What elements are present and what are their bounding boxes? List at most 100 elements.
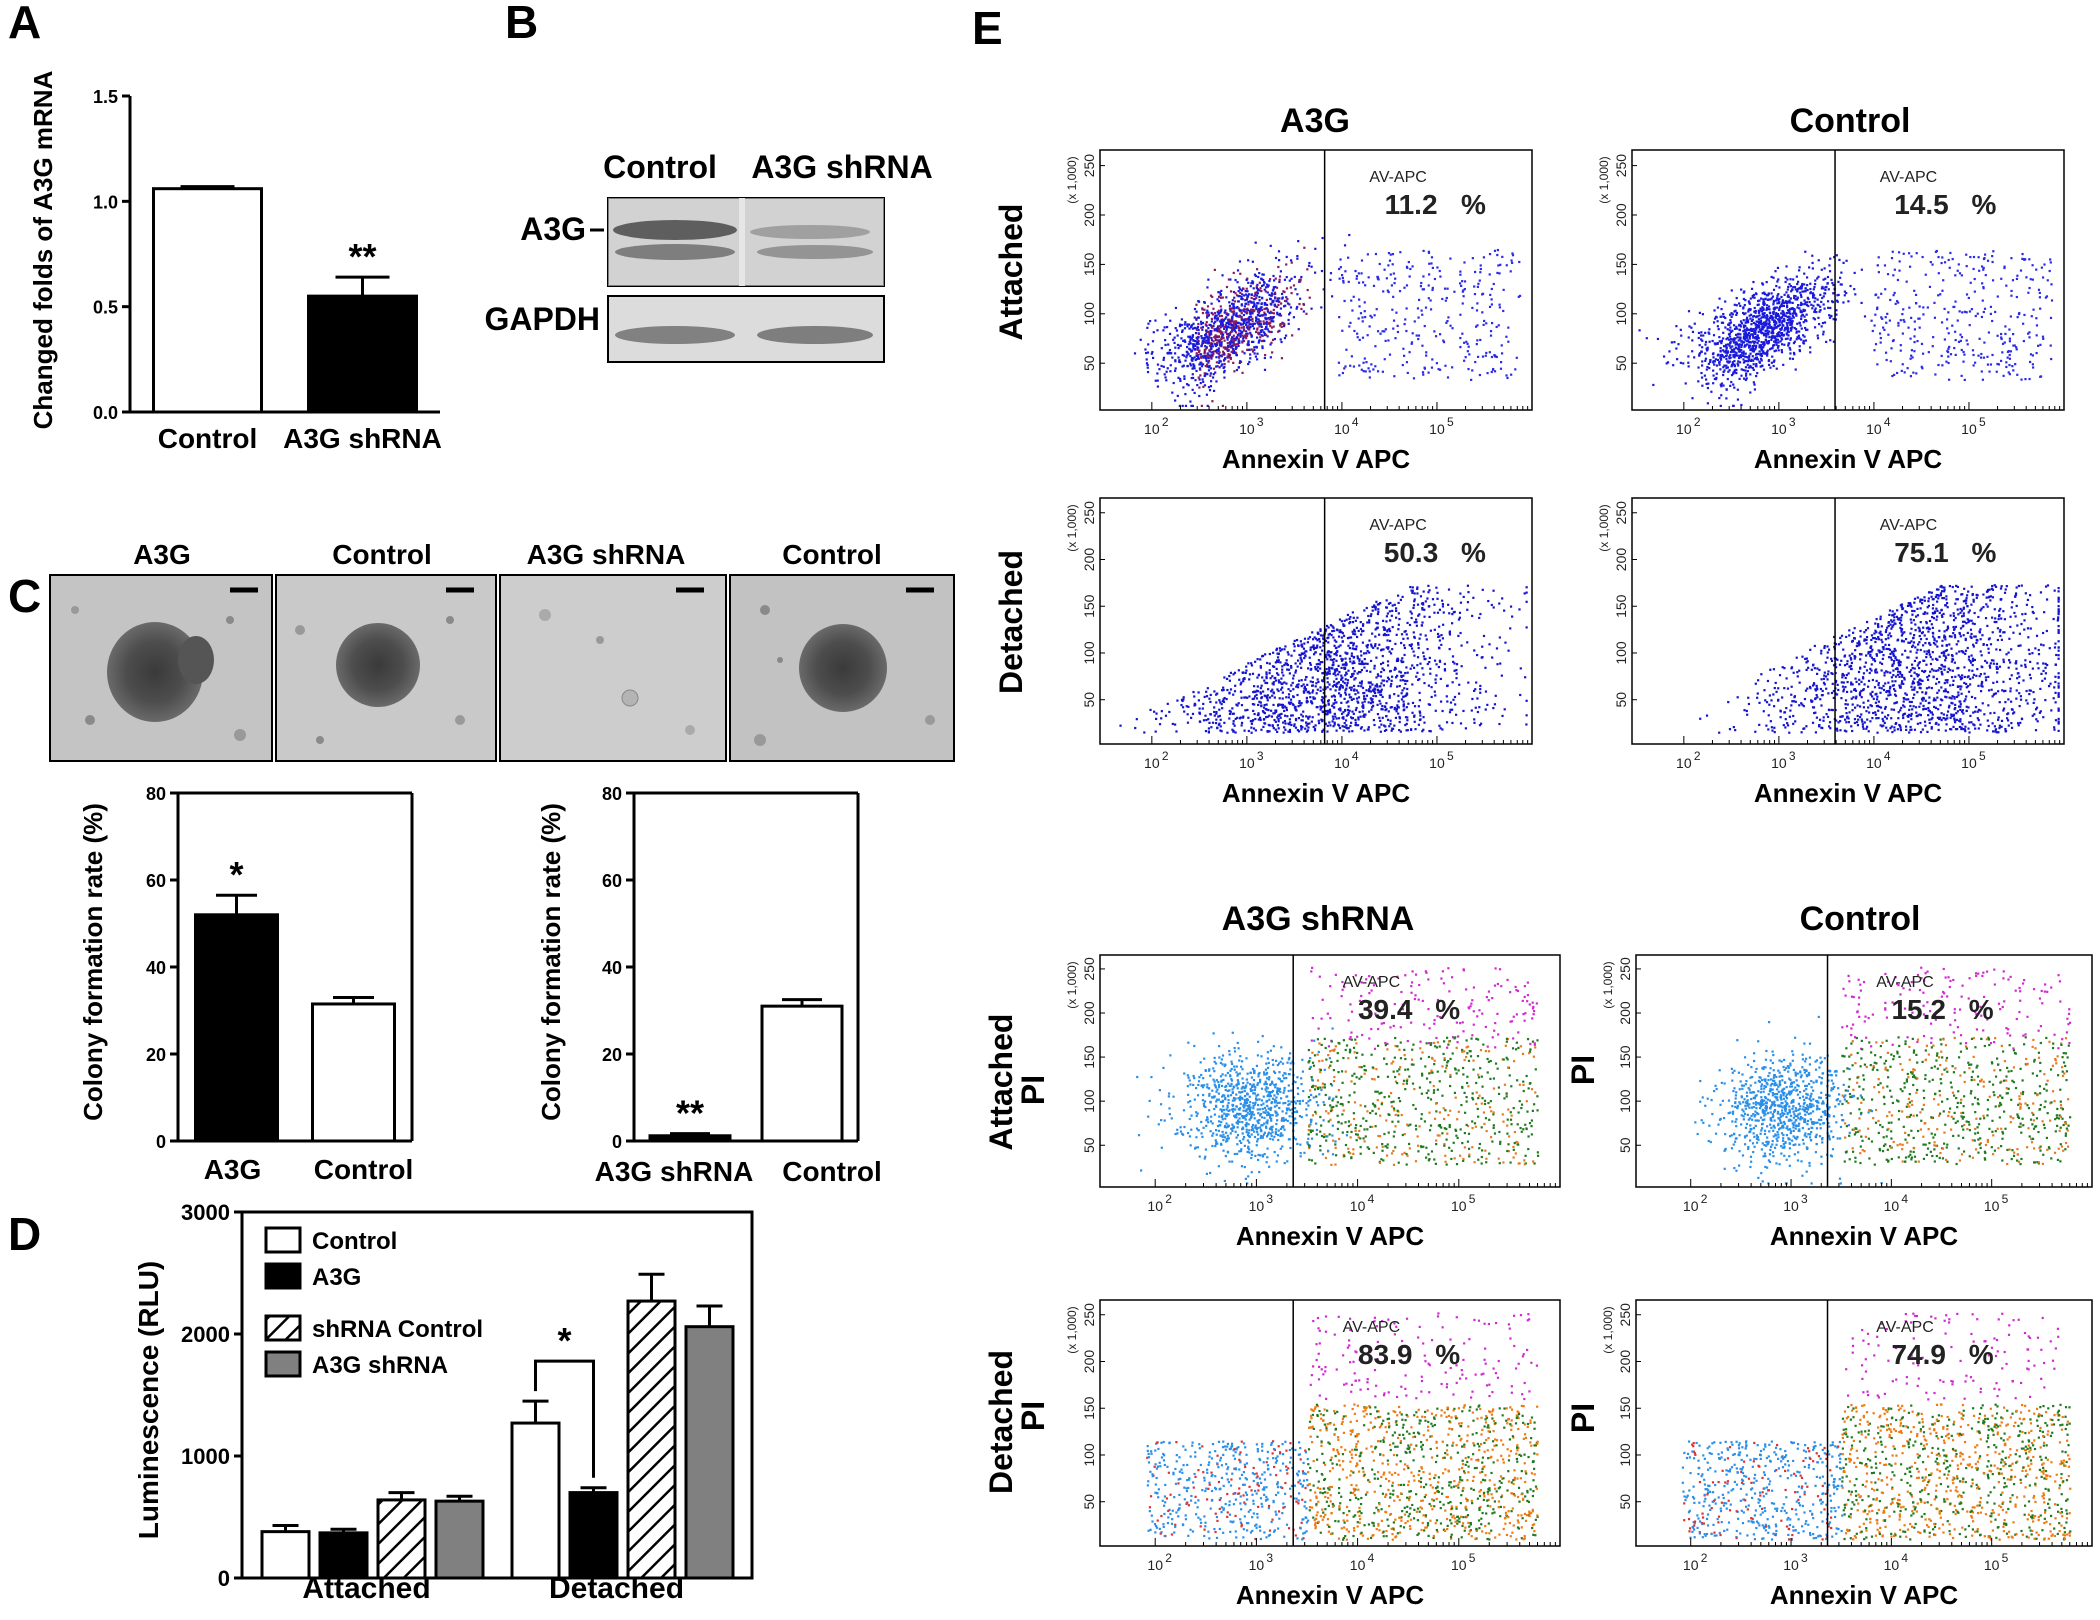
flow-y-tick-label: 50 [1081, 1494, 1097, 1510]
panel-d: D Luminescence (RLU) 0 1000 2000 3000 Attach… [8, 1200, 754, 1605]
flow-scatter-points [1146, 1312, 1539, 1541]
panel-a-ylabel: Changed folds of A3G mRNA [28, 70, 58, 429]
flow-x-tick-label: 10 [1144, 755, 1160, 771]
flow-x-tick-label: 10 [1783, 1198, 1799, 1214]
flow-y-tick-label: 250 [1613, 154, 1629, 178]
legend-swatch [264, 1350, 302, 1378]
panel-a-chart: 0.0 0.5 1.0 1.5 Control A3G shRNA ** [93, 87, 442, 454]
flow-y-tick-label: 100 [1613, 641, 1629, 665]
panel-c: C A3G Control A3G shRNA Control [8, 539, 955, 1187]
y-tick-label: 1000 [181, 1444, 230, 1469]
flow-row-attached-bottom: Attached [983, 1014, 1019, 1151]
colony-image-a3g-shrna [499, 574, 727, 762]
y-tick-label: 1.5 [93, 87, 118, 107]
flow-y-tick-label: 150 [1617, 1045, 1633, 1069]
flow-x-tick-label: 10 [1676, 421, 1692, 437]
flow-x-tick-label: 10 [1961, 755, 1977, 771]
legend-label: Control [312, 1228, 397, 1255]
flow-x-tick-exponent: 2 [1165, 1192, 1172, 1206]
flow-x-tick-exponent: 3 [1801, 1192, 1808, 1206]
flow-y-tick-label: 100 [1613, 302, 1629, 326]
colony-image-a3g [49, 574, 273, 762]
flow-x-tick-label: 10 [1866, 755, 1882, 771]
panel-d-chart: 0 1000 2000 3000 Attached Detached * Control A3G… [181, 1200, 754, 1605]
flow-y-tick-label: 250 [1081, 1303, 1097, 1327]
significance-marker: * [229, 854, 243, 895]
flow-x-tick-exponent: 3 [1789, 749, 1796, 763]
blot-lane-control: Control [603, 149, 717, 185]
flow-x-tick-exponent: 3 [1257, 749, 1264, 763]
flow-x-tick-exponent: 3 [1801, 1551, 1808, 1565]
flow-x-tick-label: 10 [1147, 1198, 1163, 1214]
flow-y-tick-label: 100 [1081, 1443, 1097, 1467]
flow-y-tick-label: 150 [1081, 253, 1097, 277]
flow-x-tick-exponent: 4 [1368, 1192, 1375, 1206]
flow-x-tick-label: 10 [1429, 755, 1445, 771]
flow-x-tick-label: 10 [1683, 1198, 1699, 1214]
bar-a3g-shrna [307, 294, 418, 414]
flow-y-tick-label: 50 [1617, 1494, 1633, 1510]
category-label: A3G shRNA [595, 1156, 754, 1187]
flow-row-detached-bottom: Detached [983, 1350, 1019, 1494]
flow-x-axis-label: Annexin V APC [1754, 778, 1943, 808]
flow-percentage: 11.2 [1385, 189, 1438, 220]
flow-plot-frame [1099, 954, 1561, 1188]
panel-c-right-chart: 0 20 40 60 80 A3G shRNA ** Control [595, 784, 882, 1187]
legend-swatch [264, 1314, 302, 1342]
flow-title-a3g: A3G [1280, 102, 1350, 140]
flow-scatter-points [1119, 584, 1528, 734]
flow-gate-label: AV-APC [1876, 974, 1934, 991]
blot-row-a3g: A3G [520, 211, 586, 247]
flow-x1000-label: (x 1,000) [1065, 1306, 1079, 1353]
group-label: Detached [549, 1572, 684, 1605]
bar-a3g-shrna [684, 1325, 735, 1580]
flow-row-detached-top: Detached [993, 550, 1029, 694]
flow-x-tick-exponent: 5 [1979, 749, 1986, 763]
flow-x-tick-label: 10 [1676, 755, 1692, 771]
flow-x1000-label: (x 1,000) [1597, 156, 1611, 203]
flow-y-tick-label: 250 [1081, 154, 1097, 178]
group-label: Attached [302, 1572, 430, 1605]
legend-label: shRNA Control [312, 1316, 483, 1343]
flow-y-tick-label: 200 [1613, 203, 1629, 227]
flow-x1000-label: (x 1,000) [1597, 504, 1611, 551]
flow-y-tick-label: 50 [1613, 355, 1629, 371]
y-tick-label: 40 [602, 958, 622, 978]
flow-x-tick-exponent: 3 [1266, 1192, 1273, 1206]
panel-letter-d: D [8, 1208, 41, 1260]
flow-x-tick-label: 10 [1866, 421, 1882, 437]
flow-x-tick-exponent: 2 [1162, 415, 1169, 429]
bar-control [510, 1421, 561, 1580]
bar-control [311, 1002, 396, 1143]
bar-control [152, 187, 263, 414]
flow-y-tick-label: 150 [1081, 1045, 1097, 1069]
flow-percent-symbol: % [1969, 1339, 1994, 1370]
flow-x-tick-exponent: 3 [1789, 415, 1796, 429]
flow-plot-frame [1635, 1299, 2093, 1547]
flow-x-tick-label: 10 [1771, 421, 1787, 437]
bar-a3g [568, 1491, 619, 1580]
bar-shrna-control [626, 1299, 677, 1580]
flow-x-tick-label: 10 [1961, 421, 1977, 437]
panel-letter-e: E [972, 2, 1003, 54]
flow-percent-symbol: % [1971, 189, 1996, 220]
flow-y-tick-label: 100 [1081, 641, 1097, 665]
y-tick-label: 80 [602, 784, 622, 804]
flow-gate-label: AV-APC [1369, 517, 1427, 534]
blot-a3g-image [607, 197, 885, 287]
flow-y-tick-label: 200 [1617, 1001, 1633, 1025]
flow-x-tick-label: 10 [1350, 1198, 1366, 1214]
flow-x-tick-label: 10 [1144, 421, 1160, 437]
flow-scatter-points [1681, 1312, 2072, 1541]
bar-a3g-shrna [648, 1134, 732, 1143]
panel-a: A Changed folds of A3G mRNA 0.0 0.5 1.0 1.5… [8, 0, 442, 454]
blot-lane-a3g-shrna: A3G shRNA [751, 149, 932, 185]
flow-x-tick-label: 10 [1350, 1557, 1366, 1573]
flow-x-tick-label: 10 [1771, 755, 1787, 771]
flow-scatter-points [1699, 584, 2060, 734]
